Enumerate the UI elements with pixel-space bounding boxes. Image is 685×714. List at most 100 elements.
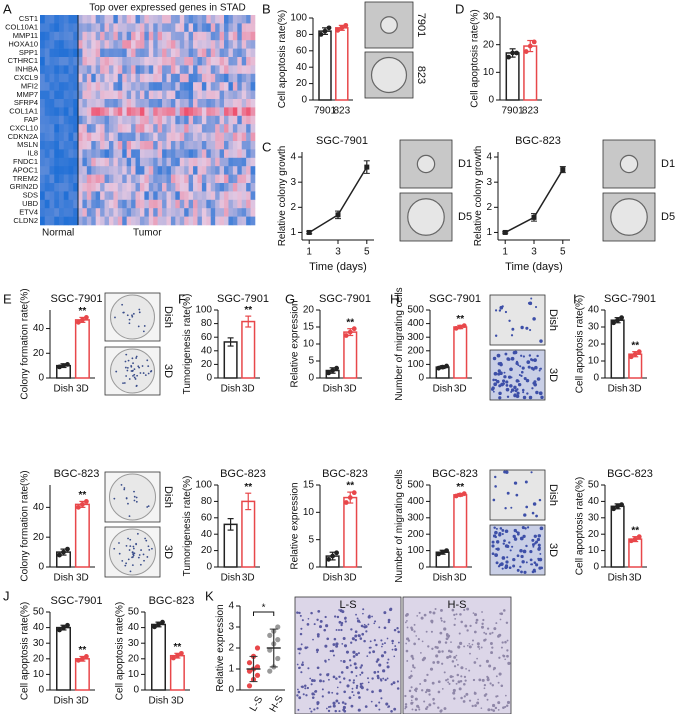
image-nucleus bbox=[443, 671, 446, 674]
heatmap-cell bbox=[162, 15, 167, 24]
bar bbox=[505, 52, 520, 101]
heatmap-cell bbox=[170, 82, 176, 91]
heatmap-cell bbox=[126, 183, 132, 192]
image-nucleus bbox=[411, 664, 415, 667]
image-cell bbox=[510, 376, 513, 379]
image-colony bbox=[132, 545, 135, 548]
heatmap-cell bbox=[117, 216, 123, 226]
heatmap-cell bbox=[232, 174, 238, 184]
heatmap-cell bbox=[201, 15, 207, 24]
heatmap-cell bbox=[206, 157, 212, 167]
image-nucleus bbox=[435, 654, 439, 658]
y-axis-label: Cell apoptosis rate(%) bbox=[574, 477, 585, 575]
image-nucleus bbox=[437, 680, 441, 684]
image-nucleus bbox=[306, 623, 310, 626]
heatmap-cell bbox=[162, 48, 167, 58]
heatmap-cell bbox=[228, 174, 234, 184]
image-cell bbox=[528, 354, 532, 357]
heatmap-cell bbox=[162, 157, 167, 167]
heatmap-cell bbox=[197, 90, 203, 100]
image-cell bbox=[533, 561, 537, 564]
heatmap-cell bbox=[108, 191, 114, 201]
heatmap-cell bbox=[113, 115, 119, 125]
heatmap-cell bbox=[201, 90, 207, 100]
image-cell bbox=[513, 385, 517, 390]
heatmap-cell bbox=[184, 90, 189, 100]
heatmap-cell bbox=[224, 107, 229, 117]
heatmap-cell bbox=[91, 174, 96, 184]
x-tick-label: 3D bbox=[629, 573, 642, 584]
data-point bbox=[632, 536, 638, 542]
heatmap-cell bbox=[40, 23, 46, 33]
heatmap-cell bbox=[139, 199, 145, 209]
heatmap-cell bbox=[201, 149, 207, 159]
heatmap-cell bbox=[228, 199, 234, 209]
heatmap-cell bbox=[63, 191, 69, 201]
image-cell bbox=[513, 350, 518, 355]
heatmap-cell bbox=[166, 149, 172, 159]
heatmap-cell bbox=[166, 199, 172, 209]
heatmap-cell bbox=[166, 99, 172, 108]
heatmap-cell bbox=[104, 48, 110, 58]
heatmap-cell bbox=[219, 15, 225, 24]
heatmap-cell bbox=[246, 99, 251, 108]
heatmap-cell bbox=[59, 174, 65, 184]
heatmap-cell bbox=[82, 99, 88, 108]
image-nucleus bbox=[327, 705, 330, 708]
image-colony bbox=[115, 370, 118, 373]
image-nucleus bbox=[475, 618, 479, 622]
heatmap-cell bbox=[179, 73, 185, 83]
image-nucleus bbox=[481, 625, 484, 629]
heatmap-cell bbox=[153, 157, 158, 167]
image-nucleus bbox=[376, 658, 380, 662]
heatmap-cell bbox=[184, 199, 189, 209]
image-nucleus bbox=[411, 708, 414, 711]
image-colony bbox=[138, 311, 141, 314]
chart-title: SGC-7901 bbox=[51, 293, 103, 305]
heatmap-cell bbox=[157, 73, 163, 83]
heatmap-cell bbox=[104, 157, 110, 167]
image-cell bbox=[515, 394, 520, 399]
heatmap-cell bbox=[184, 73, 189, 83]
heatmap-cell bbox=[197, 31, 203, 41]
heatmap-cell bbox=[104, 90, 110, 100]
heatmap-cell bbox=[54, 166, 60, 175]
image-cell bbox=[502, 379, 506, 383]
image-cell bbox=[523, 570, 527, 574]
image-nucleus bbox=[436, 660, 440, 664]
image-cell bbox=[534, 365, 538, 370]
heatmap-cell bbox=[197, 115, 203, 125]
heatmap-cell bbox=[224, 191, 229, 201]
heatmap-cell bbox=[40, 166, 46, 175]
image-colony bbox=[124, 366, 127, 369]
heatmap-cell bbox=[166, 90, 172, 100]
panel-letter: I bbox=[573, 291, 577, 306]
heatmap-cell bbox=[68, 183, 74, 192]
heatmap-cell bbox=[175, 57, 181, 66]
image-nucleus bbox=[300, 627, 303, 630]
heatmap-cell bbox=[188, 132, 194, 142]
heatmap-cell bbox=[144, 216, 150, 226]
y-tick-label: 10 bbox=[303, 339, 315, 350]
heatmap-cell bbox=[108, 31, 114, 41]
heatmap-cell bbox=[126, 191, 132, 201]
heatmap-cell bbox=[175, 183, 181, 192]
heatmap-cell bbox=[250, 174, 256, 184]
data-point bbox=[156, 622, 161, 627]
heatmap-cell bbox=[193, 57, 198, 66]
image-nucleus bbox=[453, 697, 456, 700]
heatmap-cell bbox=[40, 132, 46, 142]
heatmap-cell bbox=[117, 208, 123, 217]
heatmap-cell bbox=[49, 15, 55, 24]
y-tick-label: 30 bbox=[588, 512, 600, 523]
heatmap-cell bbox=[224, 90, 229, 100]
image-nucleus bbox=[418, 611, 421, 614]
heatmap-cell bbox=[82, 157, 88, 167]
image-nucleus bbox=[384, 678, 387, 682]
image-nucleus bbox=[489, 632, 492, 635]
heatmap-cell bbox=[237, 191, 243, 201]
heatmap-cell bbox=[122, 191, 127, 201]
y-tick-label: 50 bbox=[128, 607, 140, 618]
heatmap-cell bbox=[170, 40, 176, 49]
heatmap-cell bbox=[170, 208, 176, 217]
